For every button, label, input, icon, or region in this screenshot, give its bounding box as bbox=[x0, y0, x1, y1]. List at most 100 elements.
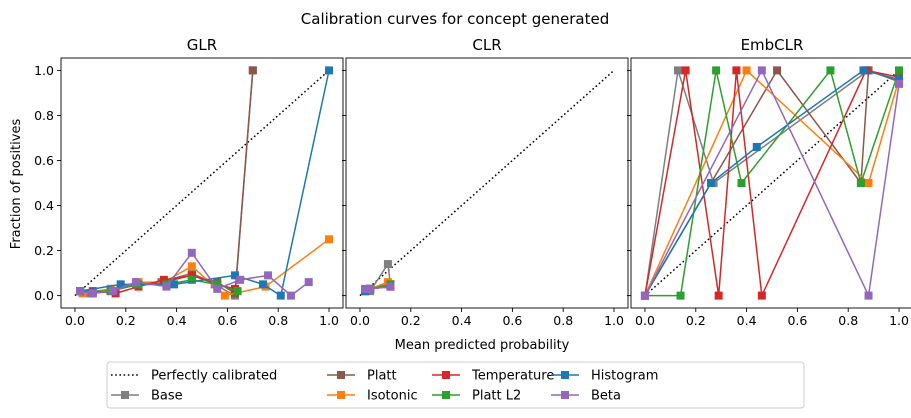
x-tick-label-embclr: 0.4 bbox=[737, 313, 757, 328]
x-tick-label-embclr: 1.0 bbox=[889, 313, 909, 328]
point-platt-l2-embclr bbox=[895, 66, 904, 75]
y-axis-label: Fraction of positives bbox=[9, 119, 24, 250]
legend-label-temperature: Temperature bbox=[471, 369, 554, 384]
legend-label-perfectly-calibrated: Perfectly calibrated bbox=[151, 369, 277, 384]
point-beta-glr bbox=[286, 291, 295, 300]
point-beta-glr bbox=[76, 287, 85, 296]
y-tick-label-glr: 1.0 bbox=[34, 63, 54, 78]
x-tick-label-clr: 0.4 bbox=[452, 313, 472, 328]
point-base-clr bbox=[383, 260, 392, 269]
legend-marker-isotonic bbox=[337, 391, 345, 399]
series-line-isotonic-embclr bbox=[644, 69, 900, 296]
panel-title-glr: GLR bbox=[187, 36, 217, 54]
point-beta-clr bbox=[386, 282, 395, 291]
x-tick-label-clr: 1.0 bbox=[604, 313, 624, 328]
legend-label-beta: Beta bbox=[591, 389, 621, 404]
point-beta-embclr bbox=[895, 79, 904, 88]
series-line-beta-embclr bbox=[644, 68, 900, 299]
legend-marker-platt bbox=[337, 371, 345, 379]
x-tick-label-embclr: 0.6 bbox=[787, 313, 807, 328]
x-tick-label-clr: 0.6 bbox=[502, 313, 522, 328]
point-temperature-glr bbox=[187, 271, 196, 280]
legend-marker-histogram bbox=[561, 371, 569, 379]
figure-title: Calibration curves for concept generated bbox=[301, 10, 609, 28]
point-histogram-glr bbox=[276, 291, 285, 300]
point-beta-embclr bbox=[640, 291, 649, 300]
point-temperature-glr bbox=[159, 275, 168, 284]
plot-area-clr bbox=[359, 69, 615, 297]
legend-marker-temperature bbox=[442, 371, 450, 379]
x-tick-label-embclr: 0.2 bbox=[686, 313, 706, 328]
axes-frame-clr bbox=[345, 57, 629, 309]
x-tick-label-clr: 0.8 bbox=[553, 313, 573, 328]
point-beta-glr bbox=[264, 271, 273, 280]
point-histogram-embclr bbox=[859, 66, 868, 75]
point-isotonic-embclr bbox=[864, 179, 873, 187]
x-tick-label-clr: 0.2 bbox=[401, 313, 421, 328]
point-beta-glr bbox=[162, 282, 171, 291]
point-histogram-glr bbox=[258, 280, 267, 289]
point-platt-l2-embclr bbox=[676, 291, 685, 300]
legend-label-platt-l2: Platt L2 bbox=[472, 389, 521, 404]
point-temperature-embclr bbox=[681, 66, 690, 75]
point-temperature-embclr bbox=[732, 66, 741, 75]
point-histogram-glr bbox=[325, 66, 334, 75]
panel-embclr: EmbCLR 0.0 0.2 0.4 0.6 0.8 1.0 bbox=[627, 36, 911, 328]
legend-label-platt: Platt bbox=[367, 369, 397, 384]
y-tick-label-glr: 0.2 bbox=[34, 243, 54, 258]
legend: Perfectly calibrated Base Platt Isotonic Tem… bbox=[106, 361, 805, 409]
axes-frame-embclr bbox=[630, 57, 911, 309]
x-tick-label-embclr: 0.8 bbox=[838, 313, 858, 328]
legend-marker-base bbox=[121, 391, 129, 399]
legend-label-histogram: Histogram bbox=[591, 369, 658, 384]
point-platt-l2-embclr bbox=[826, 66, 835, 75]
point-histogram-glr bbox=[116, 280, 125, 289]
legend-label-isotonic: Isotonic bbox=[367, 389, 418, 404]
panel-clr: CLR 0.0 0.2 0.4 0.6 0.8 1.0 bbox=[342, 36, 629, 328]
y-tick-label-glr: 0.8 bbox=[34, 108, 54, 123]
point-isotonic-glr bbox=[325, 235, 334, 244]
point-beta-glr bbox=[88, 289, 97, 298]
x-tick-label-glr: 0.6 bbox=[217, 313, 237, 328]
point-platt-l2-glr bbox=[213, 280, 222, 289]
point-platt-l2-glr bbox=[233, 287, 242, 296]
point-histogram-embclr bbox=[752, 142, 761, 151]
point-beta-embclr bbox=[757, 66, 766, 75]
x-axis-label: Mean predicted probability bbox=[395, 338, 570, 353]
plot-area-embclr bbox=[640, 66, 904, 300]
x-tick-label-glr: 0.4 bbox=[167, 313, 187, 328]
point-beta-glr bbox=[213, 284, 222, 293]
legend-marker-beta bbox=[561, 391, 569, 399]
x-tick-label-embclr: 0.0 bbox=[635, 313, 655, 328]
panel-glr: GLR 0.0 0.2 0.4 0.6 0.8 1.0 0.0 0.2 0.4 0.6 0.8 1.0 bbox=[34, 36, 344, 328]
point-isotonic-embclr bbox=[742, 66, 751, 75]
point-platt-l2-embclr bbox=[856, 179, 865, 187]
perfectly-calibrated-line-clr bbox=[359, 69, 615, 297]
x-tick-label-glr: 1.0 bbox=[319, 313, 339, 328]
point-platt-l2-glr bbox=[187, 275, 196, 284]
point-beta-clr bbox=[361, 284, 370, 293]
point-temperature-embclr bbox=[757, 291, 766, 300]
point-platt-l2-embclr bbox=[737, 179, 746, 187]
perfectly-calibrated-line-glr bbox=[74, 69, 330, 297]
point-beta-glr bbox=[187, 248, 196, 257]
series-line-base-glr bbox=[79, 70, 254, 297]
perfectly-calibrated-line-embclr bbox=[644, 69, 900, 297]
point-base-embclr bbox=[674, 66, 682, 75]
point-beta-glr bbox=[304, 278, 313, 287]
x-tick-label-glr: 0.8 bbox=[268, 313, 288, 328]
point-beta-glr bbox=[109, 287, 118, 296]
point-beta-embclr bbox=[864, 291, 873, 300]
point-platt-l2-embclr bbox=[712, 66, 721, 75]
y-tick-label-glr: 0.6 bbox=[34, 153, 54, 168]
point-platt-glr bbox=[248, 66, 257, 75]
legend-box bbox=[106, 361, 805, 409]
point-beta-glr bbox=[131, 278, 140, 287]
legend-label-base: Base bbox=[151, 389, 183, 404]
point-histogram-glr bbox=[231, 271, 240, 280]
y-tick-label-glr: 0.0 bbox=[34, 288, 54, 303]
point-isotonic-glr bbox=[187, 262, 196, 271]
point-temperature-embclr bbox=[714, 291, 723, 300]
